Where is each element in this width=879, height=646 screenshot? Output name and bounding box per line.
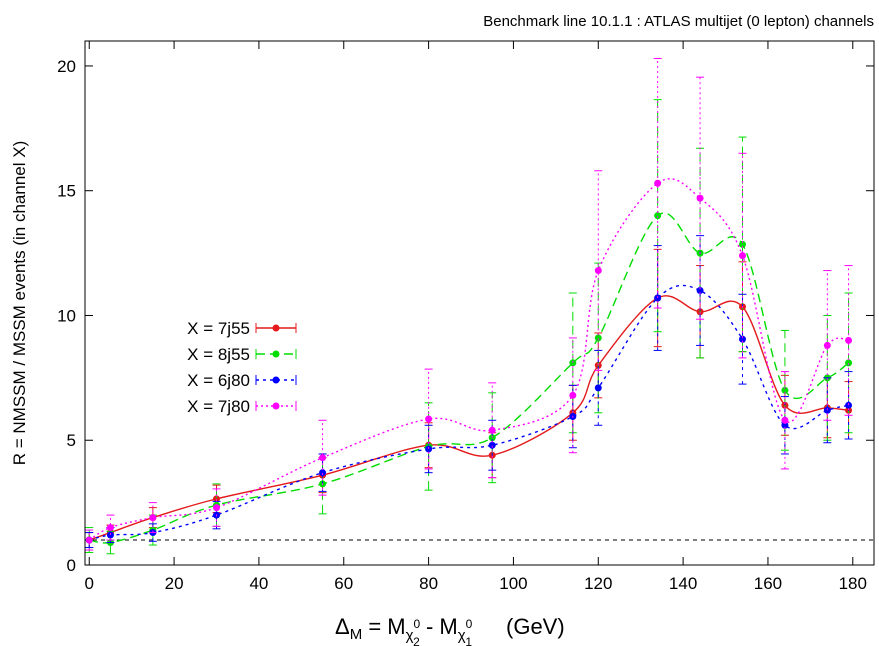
data-point	[781, 421, 789, 429]
legend-item-x-7j55: X = 7j55	[187, 319, 297, 338]
legend-label: X = 8j55	[187, 345, 250, 364]
series-line	[89, 284, 849, 541]
y-tick-label: 5	[67, 431, 76, 450]
data-point	[569, 359, 577, 367]
data-point	[594, 384, 602, 392]
data-point	[594, 334, 602, 342]
x-axis-label-delta-sub: M	[350, 626, 363, 643]
data-point	[488, 426, 496, 434]
x-tick-label: 0	[85, 574, 94, 593]
x-tick-label: 120	[584, 574, 612, 593]
x-axis-label-minus: - M	[420, 614, 458, 639]
data-point	[425, 415, 433, 423]
data-point	[845, 336, 853, 344]
data-point	[425, 445, 433, 453]
data-point	[696, 287, 704, 295]
y-tick-label: 20	[57, 57, 76, 76]
data-point	[213, 495, 220, 503]
data-point	[696, 194, 704, 202]
axes: 0 20 40 60 80 100 120 140 160 180 0 5 10 15 20	[57, 41, 874, 593]
data-point	[781, 416, 789, 424]
legend-item-x-6j80: X = 6j80	[187, 371, 297, 390]
data-point	[654, 294, 662, 302]
chart-title: Benchmark line 10.1.1 : ATLAS multijet (…	[483, 13, 874, 30]
data-point	[654, 212, 662, 220]
legend-swatch-point	[272, 402, 280, 410]
data-point	[739, 240, 746, 248]
x-tick-label: 60	[334, 574, 353, 593]
data-point	[569, 391, 577, 399]
data-point	[845, 401, 853, 409]
series-line	[89, 295, 849, 541]
x-axis-label: ΔM = Mχ0 2 - Mχ0 1(GeV)	[335, 614, 565, 646]
x-axis-label-unit: (GeV)	[506, 614, 565, 639]
data-point	[823, 406, 831, 414]
data-point	[106, 531, 114, 539]
data-point	[845, 359, 853, 367]
data-point	[739, 252, 746, 260]
legend-item-x-7j80: X = 7j80	[187, 397, 297, 416]
y-tick-label: 15	[57, 182, 76, 201]
data-point	[654, 179, 662, 187]
x-axis-label-chi2: χ	[406, 627, 414, 644]
series-x-7j80	[85, 57, 853, 551]
data-point	[823, 341, 831, 349]
legend-label: X = 7j80	[187, 397, 250, 416]
legend-swatch-point	[272, 350, 280, 358]
legend-label: X = 7j55	[187, 319, 250, 338]
y-tick-label: 10	[57, 306, 76, 325]
data-point	[319, 454, 327, 462]
data-point	[319, 469, 327, 477]
x-tick-label: 100	[499, 574, 527, 593]
x-tick-label: 40	[249, 574, 268, 593]
x-axis-label-chi1-sup: 0	[466, 617, 473, 631]
data-point	[106, 524, 114, 532]
data-point	[594, 267, 602, 275]
data-point	[213, 504, 220, 512]
data-point	[85, 536, 93, 544]
x-axis-label-delta: Δ	[335, 614, 350, 639]
x-axis-label-eq: = M	[362, 614, 405, 639]
x-axis-label-chi1-sub: 1	[465, 635, 472, 646]
data-point	[149, 514, 157, 522]
legend: X = 7j55 X = 8j55 X = 6j80 X = 7j80	[187, 319, 297, 416]
data-point	[488, 434, 496, 442]
x-tick-label: 140	[669, 574, 697, 593]
data-point	[781, 386, 789, 394]
legend-label: X = 6j80	[187, 371, 250, 390]
x-tick-label: 20	[165, 574, 184, 593]
plot-frame	[84, 40, 875, 566]
legend-item-x-8j55: X = 8j55	[187, 345, 297, 364]
x-tick-label: 180	[839, 574, 867, 593]
x-tick-label: 80	[419, 574, 438, 593]
series-x-6j80	[85, 235, 853, 549]
data-point	[739, 335, 746, 343]
series-layer	[85, 57, 853, 555]
x-axis-label-chi2-sub: 2	[413, 635, 420, 646]
x-tick-label: 160	[754, 574, 782, 593]
x-axis-label-chi2-sup: 0	[413, 617, 420, 631]
legend-swatch-point	[272, 324, 280, 332]
x-axis-label-chi1: χ	[458, 627, 466, 644]
y-axis-label: R = NMSSM / MSSM events (in channel X)	[10, 141, 29, 466]
y-tick-label: 0	[67, 556, 76, 575]
legend-swatch-point	[272, 376, 280, 384]
data-point	[488, 441, 496, 449]
